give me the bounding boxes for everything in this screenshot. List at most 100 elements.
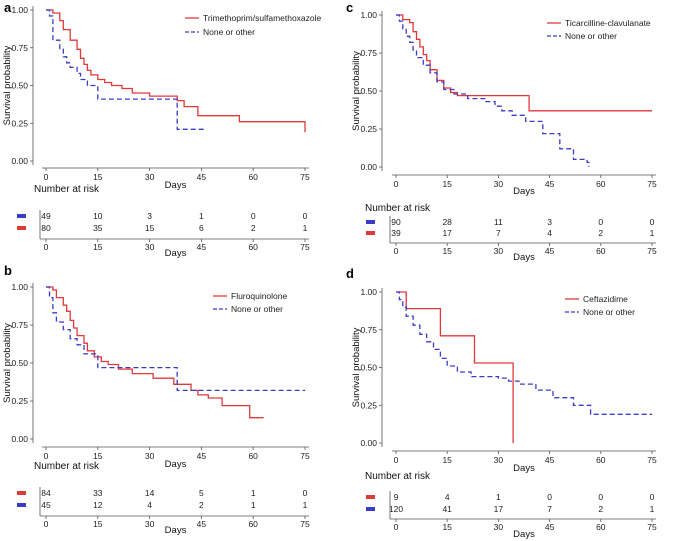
- x-tick-label: 45: [197, 172, 207, 182]
- x-tick-label: 30: [145, 172, 155, 182]
- risk-count: 5: [199, 488, 204, 498]
- km-curve-none-or-other: [46, 286, 305, 392]
- x-tick-label: 0: [44, 172, 49, 182]
- risk-count: 7: [547, 504, 552, 514]
- risk-count: 2: [598, 228, 603, 238]
- risk-x-tick-label: 45: [545, 246, 555, 256]
- risk-count: 9: [394, 492, 399, 502]
- panel-c-risk-table: Number at risk 90 28 11 3 0 039 17 7 4 2 10 15 30 45 6…: [365, 203, 657, 263]
- risk-x-tick-label: 15: [442, 522, 452, 532]
- risk-x-tick-label: 75: [647, 522, 657, 532]
- risk-count: 90: [391, 217, 401, 227]
- risk-count: 84: [41, 488, 51, 498]
- risk-count: 6: [199, 223, 204, 233]
- x-tick-label: 60: [248, 172, 258, 182]
- x-tick-label: 0: [394, 179, 399, 189]
- y-tick-label: 1.00: [360, 287, 377, 297]
- risk-count: 1: [496, 492, 501, 502]
- risk-count: 14: [145, 488, 155, 498]
- risk-count: 1: [650, 504, 655, 514]
- x-tick-label: 15: [93, 451, 103, 461]
- risk-table-title: Number at risk: [34, 184, 100, 195]
- x-tick-label: 0: [394, 455, 399, 465]
- y-tick-label: 0.25: [360, 400, 377, 410]
- risk-count: 15: [145, 223, 155, 233]
- panel-a: a 0.000.250.500.751.000 15 30 45 60 75DaysSur…: [2, 0, 322, 259]
- risk-count: 0: [303, 488, 308, 498]
- risk-count: 4: [147, 500, 152, 510]
- y-tick-label: 0.75: [11, 320, 28, 330]
- risk-count: 7: [496, 228, 501, 238]
- panel-c-plot: 0.00 0.25 0.50 0.75 1.00 0 15 30 45 60 75 Days Survi…: [351, 10, 657, 197]
- risk-x-tick-label: 30: [145, 242, 155, 252]
- risk-count: 17: [442, 228, 452, 238]
- x-tick-label: 75: [647, 179, 657, 189]
- risk-x-tick-label: 15: [442, 246, 452, 256]
- risk-x-tick-label: 60: [248, 242, 258, 252]
- x-axis-label: Days: [513, 463, 535, 474]
- risk-row-color-bar: [17, 226, 26, 230]
- panel-d-plot: 0.00 0.25 0.50 0.75 1.00 0 15 30 45 60 75 Days Survi…: [351, 287, 657, 474]
- risk-count: 45: [41, 500, 51, 510]
- x-tick-label: 15: [442, 179, 452, 189]
- risk-x-axis-label: Days: [513, 529, 535, 540]
- risk-row-color-bar: [17, 491, 26, 495]
- risk-count: 1: [303, 223, 308, 233]
- panel-b-risk-table: Number at risk 84 33 14 5 1 0 45 12 4 2 1 1 0 15 30 45 6…: [17, 461, 310, 536]
- y-tick-label: 1.00: [11, 282, 28, 292]
- y-tick-label: 0.25: [360, 124, 377, 134]
- risk-count: 80: [41, 223, 51, 233]
- panel-a-plot: 0.00 0.25 0.50 0.75 1.00 0 15 30 45 60 75 Days Survi…: [2, 5, 322, 191]
- panel-a-risk-table: Number at risk 49 10 3 1 0 080 35 15 6 2 10 15 30 45 6…: [17, 184, 310, 259]
- km-curve-none-or-other: [396, 291, 652, 415]
- y-tick-label: 0.00: [360, 162, 377, 172]
- y-tick-label: 0.00: [11, 156, 28, 166]
- risk-count: 49: [41, 211, 51, 221]
- panel-letter: b: [4, 263, 12, 278]
- y-tick-label: 0.50: [11, 358, 28, 368]
- y-tick-label: 0.75: [360, 48, 377, 58]
- y-tick-label: 0.00: [360, 438, 377, 448]
- legend-label: Ticarcilline-clavulanate: [565, 18, 651, 28]
- panel-letter: c: [346, 0, 353, 15]
- risk-count: 12: [93, 500, 103, 510]
- km-curve-treatment: [396, 14, 652, 112]
- x-tick-label: 30: [145, 451, 155, 461]
- risk-x-tick-label: 75: [300, 242, 310, 252]
- y-axis-label: Survival probability: [351, 51, 362, 131]
- risk-count: 28: [442, 217, 452, 227]
- risk-count: 3: [547, 217, 552, 227]
- risk-count: 2: [598, 504, 603, 514]
- risk-x-tick-label: 30: [494, 522, 504, 532]
- risk-x-tick-label: 0: [44, 519, 49, 529]
- x-axis-label: Days: [165, 180, 187, 191]
- x-tick-label: 30: [494, 179, 504, 189]
- risk-row-color-bar: [366, 220, 375, 224]
- risk-x-tick-label: 30: [145, 519, 155, 529]
- risk-count: 0: [650, 217, 655, 227]
- y-tick-label: 0.50: [360, 86, 377, 96]
- risk-row-color-bar: [366, 495, 375, 499]
- panel-b: b 0.000.250.500.751.000 15 30 45 60 75DaysSur…: [2, 263, 310, 536]
- legend-label: None or other: [565, 31, 617, 41]
- x-axis-label: Days: [165, 459, 187, 470]
- risk-x-tick-label: 0: [394, 522, 399, 532]
- panel-letter: a: [4, 0, 12, 15]
- risk-count: 0: [598, 217, 603, 227]
- risk-count: 33: [93, 488, 103, 498]
- risk-x-tick-label: 45: [545, 522, 555, 532]
- risk-count: 4: [547, 228, 552, 238]
- x-axis-label: Days: [513, 186, 535, 197]
- risk-count: 39: [391, 228, 401, 238]
- risk-count: 1: [650, 228, 655, 238]
- risk-count: 35: [93, 223, 103, 233]
- y-tick-label: 1.00: [360, 10, 377, 20]
- y-tick-label: 0.25: [11, 118, 28, 128]
- risk-x-tick-label: 75: [647, 246, 657, 256]
- legend-label: Ceftazidime: [583, 294, 628, 304]
- risk-count: 0: [251, 211, 256, 221]
- x-tick-label: 75: [300, 172, 310, 182]
- legend-label: None or other: [583, 307, 635, 317]
- risk-count: 1: [251, 500, 256, 510]
- risk-count: 0: [650, 492, 655, 502]
